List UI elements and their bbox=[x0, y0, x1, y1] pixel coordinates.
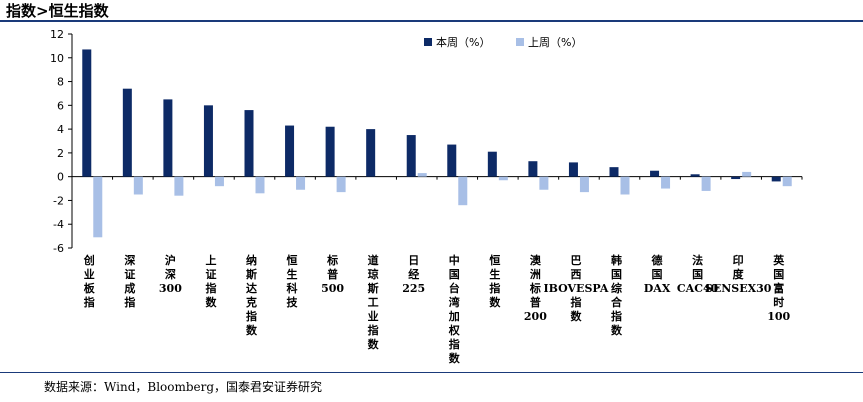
category-label: 标普 500 bbox=[321, 253, 344, 295]
bar-previous-week bbox=[620, 176, 630, 195]
bar-previous-week bbox=[498, 176, 508, 181]
bar-current-week bbox=[650, 170, 660, 177]
bar-previous-week bbox=[701, 176, 711, 191]
bar-chart: 12 10 8 6 4 2 0 -2 -4 -6 创业板指 深证成指 沪深 300 上证指数 纳斯达克指数 恒生… bbox=[50, 28, 803, 365]
category-label: 印度 SENSEX30 bbox=[705, 254, 772, 295]
category-label: 恒生科技 bbox=[287, 253, 299, 309]
page-title: 指数>恒生指数 bbox=[6, 2, 109, 20]
bar-current-week bbox=[163, 99, 173, 177]
y-tick-label: -2 bbox=[53, 194, 64, 207]
bar-current-week bbox=[771, 176, 781, 182]
bar-previous-week bbox=[296, 176, 306, 190]
category-label: 澳洲标普 200 bbox=[524, 253, 547, 323]
legend-label-current: 本周（%） bbox=[436, 35, 490, 49]
category-label: 中国台湾加权指数 bbox=[448, 253, 461, 365]
bar-previous-week bbox=[133, 176, 143, 195]
bar-previous-week bbox=[539, 176, 549, 190]
data-source-note: 数据来源：Wind，Bloomberg，国泰君安证券研究 bbox=[44, 380, 323, 394]
category-label: 英国富时 100 bbox=[767, 253, 790, 323]
bar-current-week bbox=[244, 110, 254, 177]
title-divider bbox=[0, 20, 863, 22]
bar-current-week bbox=[609, 167, 619, 177]
legend-label-previous: 上周（%） bbox=[528, 36, 582, 49]
bar-previous-week bbox=[458, 176, 468, 206]
category-label: 创业板指 bbox=[83, 253, 96, 309]
bar-previous-week bbox=[742, 171, 752, 177]
bar-current-week bbox=[690, 174, 700, 177]
bar-current-week bbox=[447, 144, 457, 177]
bar-previous-week bbox=[214, 176, 224, 187]
bar-current-week bbox=[325, 126, 335, 177]
y-tick-label: 6 bbox=[57, 99, 64, 112]
category-label: 韩国综合指数 bbox=[611, 253, 623, 337]
bar-current-week bbox=[366, 129, 376, 177]
legend-swatch-current bbox=[424, 38, 432, 46]
category-label: 法国 CAC40 bbox=[677, 253, 719, 295]
bar-previous-week bbox=[93, 176, 103, 238]
category-label: 深证成指 bbox=[124, 253, 135, 309]
bar-current-week bbox=[568, 162, 578, 177]
category-label: 巴西 IBOVESPA 指数 bbox=[543, 254, 608, 323]
category-label: 恒生指数 bbox=[489, 253, 501, 309]
category-label: 纳斯达克指数 bbox=[246, 253, 258, 337]
bar-previous-week bbox=[417, 173, 427, 177]
footer-divider bbox=[0, 372, 863, 373]
bar-current-week bbox=[203, 105, 213, 177]
y-tick-label: 4 bbox=[57, 123, 64, 136]
y-tick-label: 2 bbox=[57, 147, 64, 160]
legend-swatch-previous bbox=[516, 38, 524, 46]
y-tick-label: 0 bbox=[57, 171, 64, 184]
y-tick-label: -6 bbox=[53, 242, 64, 255]
bar-current-week bbox=[82, 49, 92, 177]
category-label: 沪深 300 bbox=[159, 253, 182, 295]
bar-current-week bbox=[285, 125, 295, 177]
y-tick-label: -4 bbox=[53, 218, 64, 231]
bar-current-week bbox=[731, 176, 741, 180]
bar-previous-week bbox=[782, 176, 792, 187]
bar-previous-week bbox=[661, 176, 671, 189]
y-tick-label: 10 bbox=[50, 52, 64, 65]
category-label: 道琼斯工业指数 bbox=[368, 253, 380, 351]
bar-previous-week bbox=[174, 176, 184, 196]
bar-current-week bbox=[487, 151, 497, 177]
bar-current-week bbox=[406, 135, 416, 177]
bar-previous-week bbox=[336, 176, 346, 193]
y-tick-label: 12 bbox=[50, 28, 64, 41]
category-label: 上证指数 bbox=[205, 253, 217, 309]
category-label: 日经 225 bbox=[402, 254, 425, 295]
bar-current-week bbox=[122, 88, 132, 177]
category-label: 德国 DAX bbox=[644, 253, 671, 295]
bar-previous-week bbox=[579, 176, 589, 193]
bar-previous-week bbox=[255, 176, 265, 194]
bar-current-week bbox=[528, 161, 538, 177]
y-tick-label: 8 bbox=[57, 76, 64, 89]
